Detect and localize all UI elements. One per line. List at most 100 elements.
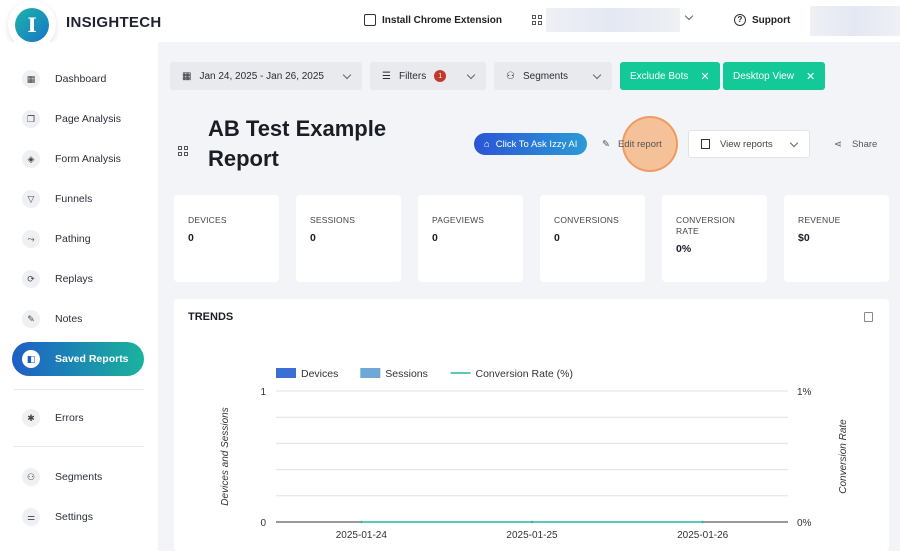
chevron-down-icon: [592, 70, 602, 79]
segments-label: Segments: [522, 70, 568, 82]
page-analysis-icon: ❐: [22, 110, 40, 128]
legend-label: Devices: [301, 368, 338, 380]
logo-mark-icon: I: [15, 8, 49, 42]
logo[interactable]: I: [8, 1, 56, 49]
y2-tick-label: 0%: [797, 518, 812, 529]
layers-icon: ◈: [22, 150, 40, 168]
share-icon: ⋖: [834, 139, 842, 150]
sidebar-item-notes[interactable]: ✎ Notes: [12, 302, 144, 336]
install-extension-link[interactable]: Install Chrome Extension: [364, 14, 502, 26]
sidebar-item-label: Page Analysis: [55, 113, 121, 125]
date-range-value: Jan 24, 2025 - Jan 26, 2025: [199, 70, 324, 82]
metric-card-devices: DEVICES 0: [174, 195, 279, 282]
exclude-bots-label: Exclude Bots: [630, 70, 689, 82]
y-axis-label: Devices and Sessions: [220, 407, 231, 505]
filters-dropdown[interactable]: ☰ Filters 1: [370, 62, 486, 90]
metric-card-conversion-rate: CONVERSION RATE 0%: [662, 195, 767, 282]
ask-ai-button[interactable]: ⌂ Click To Ask Izzy AI: [474, 133, 588, 155]
sidebar-item-settings[interactable]: ⚌ Settings: [12, 500, 144, 534]
support-label: Support: [752, 14, 791, 26]
metric-label: CONVERSIONS: [554, 215, 620, 225]
sidebar-item-label: Segments: [55, 471, 103, 483]
date-range-picker[interactable]: ▦ Jan 24, 2025 - Jan 26, 2025: [170, 62, 362, 90]
copy-icon[interactable]: [864, 312, 873, 322]
point-conversion-rate: [360, 520, 363, 524]
metric-value: 0: [554, 232, 560, 244]
saved-reports-icon: ◧: [22, 350, 40, 368]
workspace-selector[interactable]: [532, 15, 542, 25]
click-highlight: [622, 116, 678, 172]
close-icon[interactable]: ✕: [805, 70, 816, 83]
view-reports-label: View reports: [720, 138, 773, 150]
y2-tick-label: 1%: [797, 387, 812, 398]
y-tick-label: 1: [260, 387, 266, 398]
sidebar-item-errors[interactable]: ✱ Errors: [12, 401, 144, 435]
exclude-bots-chip[interactable]: Exclude Bots ✕: [620, 62, 720, 90]
sidebar-divider: [14, 389, 144, 390]
point-conversion-rate: [530, 520, 534, 524]
replay-icon: ⟳: [22, 270, 40, 288]
chevron-down-icon: [789, 138, 799, 147]
close-icon[interactable]: ✕: [700, 70, 710, 83]
sidebar-item-label: Settings: [55, 511, 93, 523]
path-icon: ⤳: [22, 230, 40, 248]
edit-report-button[interactable]: ✎ Edit report: [602, 139, 662, 150]
sidebar-item-funnels[interactable]: ▽ Funnels: [12, 182, 144, 216]
sidebar-item-pathing[interactable]: ⤳ Pathing: [12, 222, 144, 256]
report-grid-icon: [178, 137, 188, 156]
filters-label: Filters: [398, 70, 427, 82]
bug-icon: ✱: [22, 409, 40, 427]
metric-label: DEVICES: [188, 215, 227, 225]
sidebar-divider: [14, 446, 144, 447]
legend-label: Conversion Rate (%): [476, 368, 573, 380]
install-extension-label: Install Chrome Extension: [382, 14, 503, 26]
workspace-grid-icon: [532, 15, 542, 25]
chevron-down-icon: [684, 11, 694, 21]
metric-value: 0: [188, 232, 194, 244]
desktop-view-chip[interactable]: Desktop View ✕: [723, 62, 826, 90]
sidebar-item-form-analysis[interactable]: ◈ Form Analysis: [12, 142, 144, 176]
notes-icon: ✎: [22, 310, 40, 328]
funnel-icon: ▽: [22, 190, 40, 208]
sidebar-item-segments[interactable]: ⚇ Segments: [12, 460, 144, 494]
sidebar-item-dashboard[interactable]: ▦ Dashboard: [12, 62, 144, 96]
puzzle-icon: [364, 14, 376, 26]
y2-axis-label: Conversion Rate: [838, 419, 849, 494]
metric-card-revenue: REVENUE $0: [784, 195, 889, 282]
metric-card-pageviews: PAGEVIEWS 0: [418, 195, 523, 282]
legend-label: Sessions: [385, 368, 428, 380]
metric-value: 0: [310, 232, 316, 244]
bookmark-icon: [701, 139, 710, 149]
metric-label: PAGEVIEWS: [432, 215, 485, 225]
workspace-dropdown-chevron[interactable]: [684, 11, 694, 21]
dashboard-icon: ▦: [22, 70, 40, 88]
share-button[interactable]: ⋖ Share: [834, 139, 877, 150]
sidebar-item-saved-reports[interactable]: ◧ Saved Reports: [12, 342, 144, 376]
x-tick-label: 2025-01-26: [677, 530, 729, 541]
users-icon: ⚇: [506, 70, 515, 82]
sidebar-item-page-analysis[interactable]: ❐ Page Analysis: [12, 102, 144, 136]
calendar-icon: ▦: [182, 70, 192, 82]
segments-dropdown[interactable]: ⚇ Segments: [494, 62, 612, 90]
sidebar-item-replays[interactable]: ⟳ Replays: [12, 262, 144, 296]
support-link[interactable]: ? Support: [734, 14, 790, 26]
filters-count-badge: 1: [434, 70, 447, 82]
metric-value: $0: [798, 232, 810, 244]
edit-report-label: Edit report: [617, 139, 662, 150]
sidebar-item-label: Saved Reports: [55, 353, 129, 365]
ask-ai-label: Click To Ask Izzy AI: [495, 138, 578, 150]
x-tick-label: 2025-01-25: [506, 530, 558, 541]
view-reports-dropdown[interactable]: View reports: [688, 130, 810, 158]
workspace-name-redacted: [546, 8, 680, 32]
desktop-view-label: Desktop View: [733, 70, 794, 82]
settings-sliders-icon: ⚌: [22, 508, 40, 526]
user-profile-redacted[interactable]: [810, 6, 900, 36]
y-tick-label: 0: [260, 518, 266, 529]
sidebar-item-label: Replays: [55, 273, 93, 285]
robot-icon: ⌂: [484, 138, 490, 150]
top-bar: I INSIGHTECH Install Chrome Extension ? …: [0, 0, 900, 49]
help-icon: ?: [734, 14, 746, 26]
legend-swatch: [360, 368, 381, 378]
chevron-down-icon: [466, 70, 476, 79]
point-conversion-rate: [701, 520, 704, 524]
